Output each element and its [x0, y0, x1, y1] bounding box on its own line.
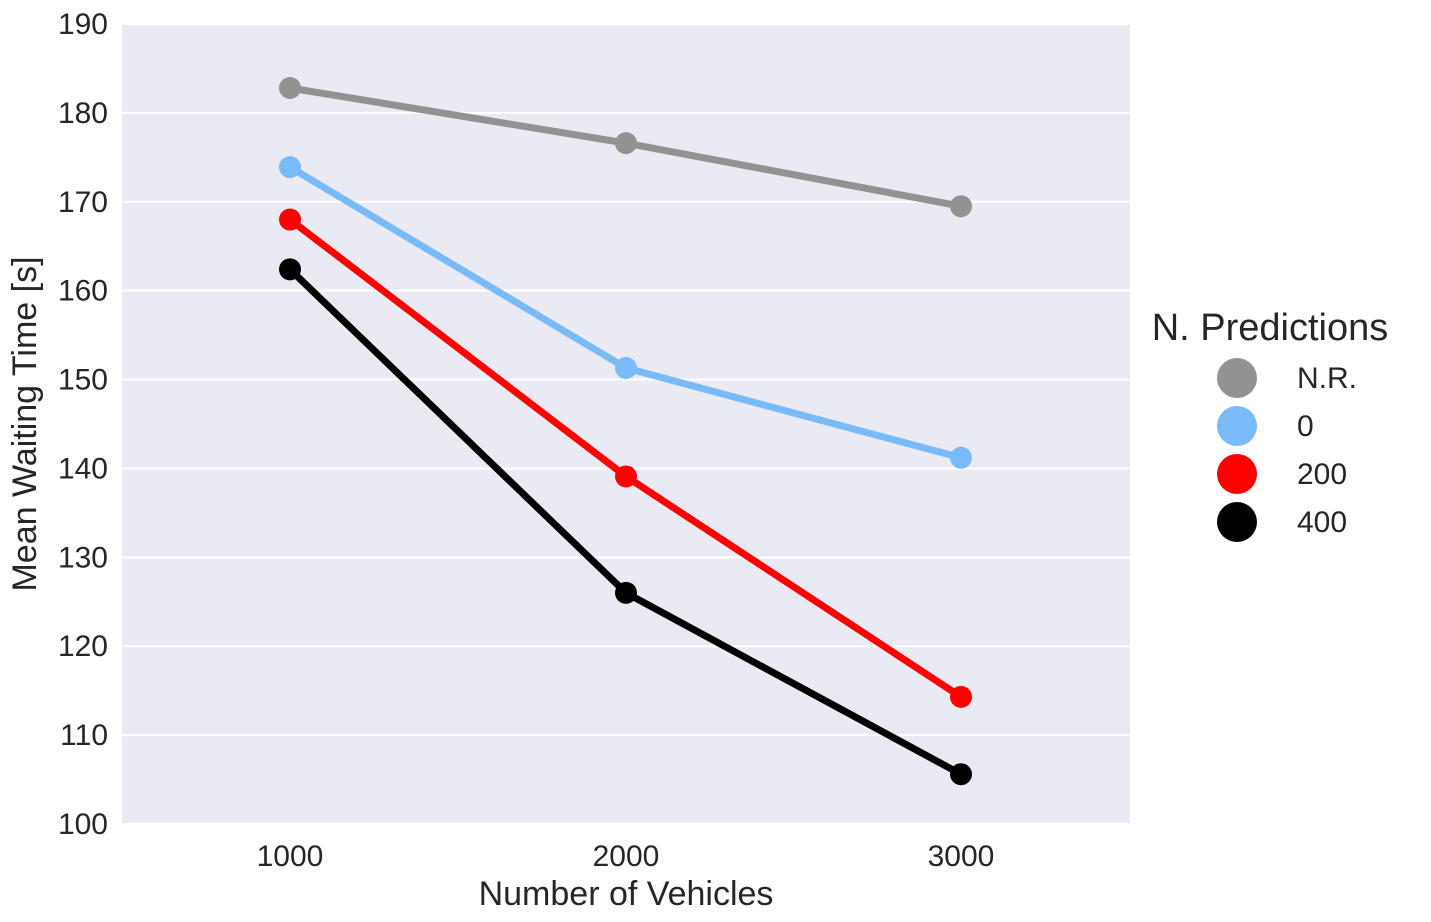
series-N.R.	[279, 77, 972, 218]
series-0	[279, 156, 972, 469]
data-point	[615, 581, 637, 604]
legend-marker	[1217, 454, 1257, 494]
y-tick-label: 160	[58, 275, 108, 308]
y-tick-label: 130	[58, 541, 108, 574]
data-point	[950, 446, 972, 469]
y-axis-ticks: 100 110 120 130 140 150 160 170 180 190	[58, 8, 108, 841]
y-tick-label: 150	[58, 364, 108, 397]
y-tick-label: 110	[60, 719, 108, 752]
legend-items: N.R. 0 200 400	[1217, 358, 1357, 542]
legend-marker	[1217, 406, 1257, 446]
legend: N. Predictions N.R. 0 200 400	[1152, 307, 1389, 542]
legend-label: 200	[1297, 458, 1347, 491]
legend-marker	[1217, 358, 1257, 398]
y-axis-label: Mean Waiting Time [s]	[6, 256, 44, 591]
legend-label: 400	[1297, 506, 1347, 539]
y-tick-label: 190	[58, 8, 108, 41]
gridlines	[122, 23, 1130, 825]
y-tick-label: 120	[58, 630, 108, 663]
data-point	[279, 258, 301, 281]
series-400	[279, 258, 972, 786]
data-point	[615, 465, 637, 488]
data-point	[950, 195, 972, 218]
data-point	[950, 685, 972, 708]
data-point	[950, 763, 972, 786]
legend-label: 0	[1297, 410, 1314, 443]
x-axis-ticks: 1000 2000 3000	[257, 840, 995, 873]
x-axis-label: Number of Vehicles	[479, 875, 774, 913]
x-tick-label: 2000	[593, 840, 660, 873]
legend-title: N. Predictions	[1152, 307, 1389, 349]
data-point	[279, 156, 301, 179]
series-200	[279, 208, 972, 708]
x-tick-label: 3000	[928, 840, 995, 873]
y-tick-label: 140	[58, 452, 108, 485]
data-point	[615, 132, 637, 155]
legend-marker	[1217, 502, 1257, 542]
y-tick-label: 100	[58, 808, 108, 841]
data-point	[279, 208, 301, 231]
legend-label: N.R.	[1297, 362, 1357, 395]
y-tick-label: 180	[58, 97, 108, 130]
y-tick-label: 170	[58, 186, 108, 219]
data-point	[279, 77, 301, 99]
series-group	[279, 77, 972, 786]
x-tick-label: 1000	[257, 840, 324, 873]
data-point	[615, 357, 637, 379]
